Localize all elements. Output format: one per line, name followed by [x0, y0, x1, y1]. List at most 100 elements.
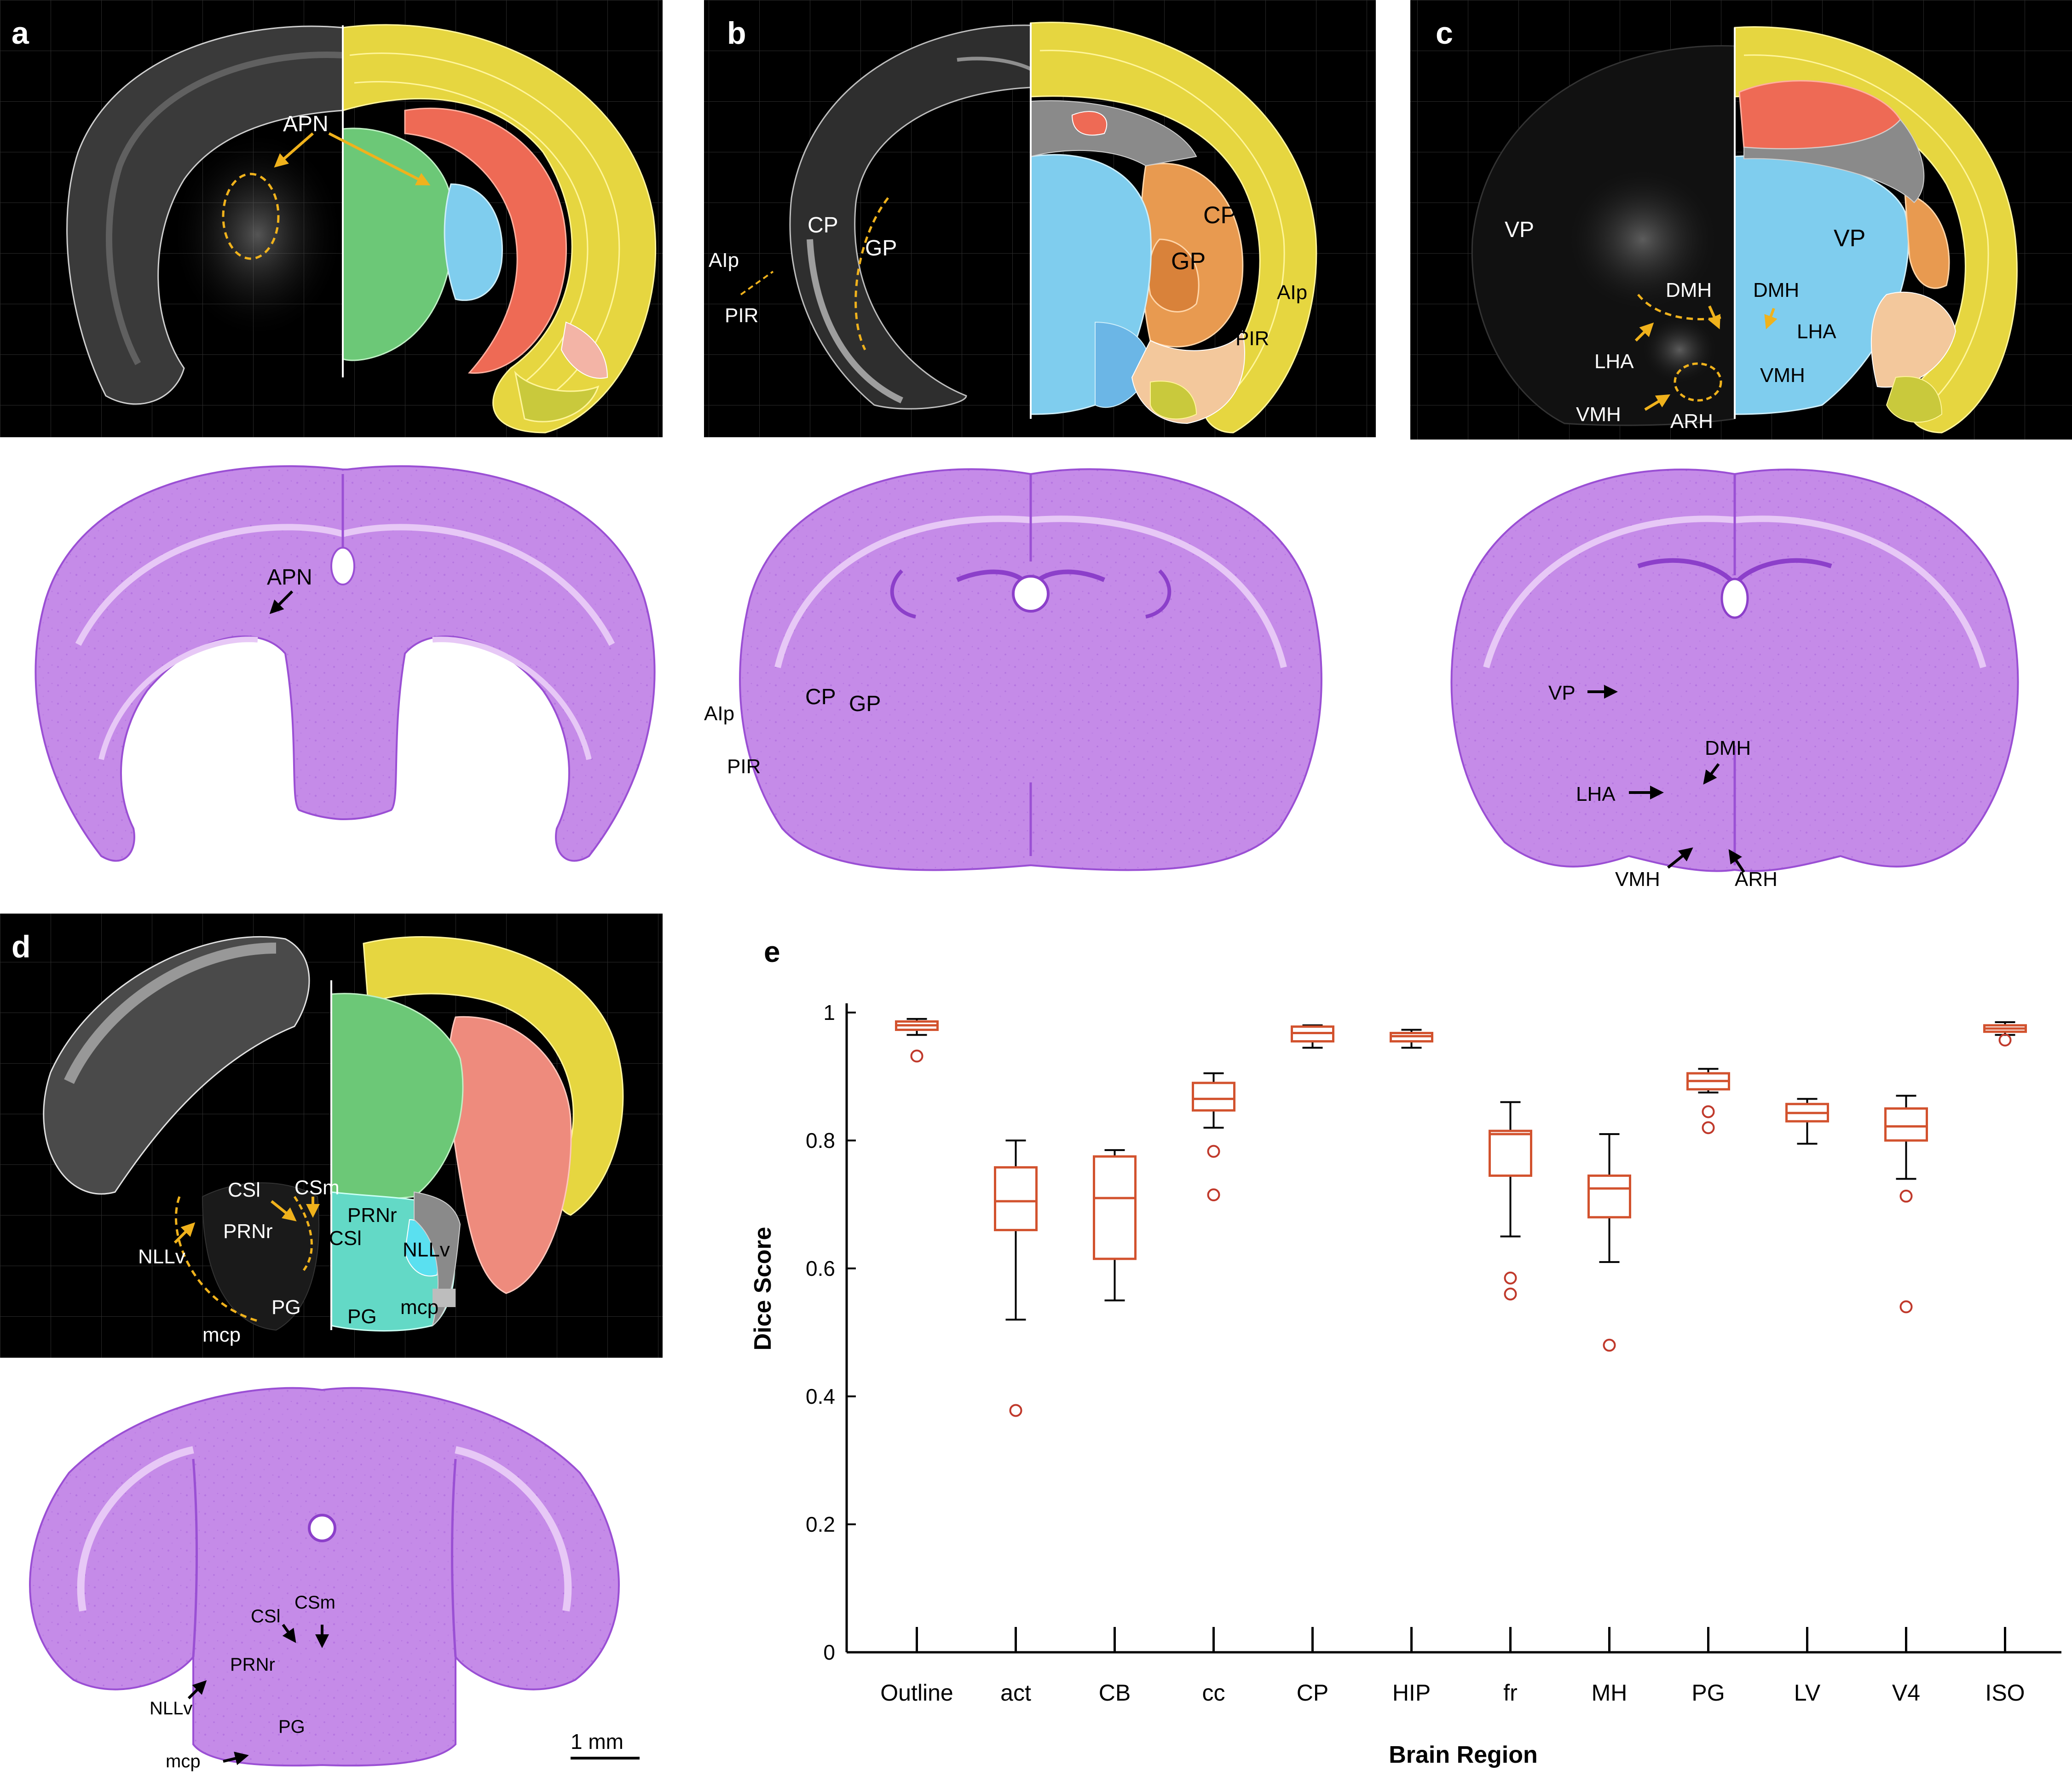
panel-b-fluorescence-half — [789, 24, 1032, 410]
panel-c-bottom-label-4: ARH — [1735, 868, 1778, 891]
chart-x-axis-label: Brain Region — [1389, 1742, 1538, 1768]
panel-d-top-label-1: CSm — [294, 1176, 340, 1199]
panel-c-top-arrow-dmh — [1708, 305, 1720, 330]
panel-d-letter: d — [12, 929, 31, 964]
panel-c-bottom-arrow-dmh — [1703, 763, 1720, 785]
panel-a-bottom-label-0: APN — [267, 565, 312, 590]
y-tick-label: 0.8 — [806, 1129, 835, 1152]
outlier-point — [1603, 1338, 1616, 1352]
x-tick-label: Outline — [880, 1680, 953, 1706]
x-tick-label: cc — [1202, 1680, 1225, 1706]
panel-d-top-arrow-nllv — [173, 1222, 196, 1244]
panel-d-bottom-label-3: NLLv — [150, 1698, 192, 1719]
panel-e-letter: e — [764, 935, 780, 968]
panel-a-nissl: APN — [35, 465, 656, 862]
outlier-point — [1899, 1189, 1913, 1203]
panel-d-top-label-9: PG — [347, 1305, 377, 1328]
box — [1489, 1129, 1532, 1177]
box — [1587, 1174, 1631, 1219]
panel-b-bottom-label-3: PIR — [727, 755, 761, 778]
panel-d-bottom-label-4: PG — [278, 1717, 305, 1737]
chart-plot-area: 0 0.2 0.4 0.6 0.8 1 Outline act CB cc CP HIP fr MH PG L… — [806, 1001, 2061, 1706]
panel-c-top-label-0: VP — [1505, 218, 1534, 242]
y-tick-label: 0.6 — [806, 1256, 835, 1280]
panel-b: b CP GP AIp PIR CP GP AIp PIR — [704, 0, 1376, 437]
x-tick-label: PG — [1691, 1680, 1725, 1706]
outlier-point — [1504, 1271, 1517, 1285]
panel-c-bottom-arrow-vmh — [1667, 847, 1693, 869]
panel-b-top-label-5: GP — [1171, 248, 1206, 275]
panel-c-bottom-arrow-arh — [1728, 849, 1745, 873]
panel-d-top-arrow-csl — [271, 1200, 297, 1221]
panel-c-top-label-7: LHA — [1797, 320, 1836, 343]
outlier-point — [1009, 1404, 1022, 1417]
panel-c-bottom-label-0: VP — [1548, 682, 1576, 704]
panel-d-top-label-0: CSl — [228, 1179, 260, 1201]
y-tick-label: 1 — [823, 1001, 835, 1025]
x-tick-label: MH — [1592, 1680, 1628, 1706]
panel-a: a APN — [0, 0, 663, 437]
panel-c-top-arrow-dmh-atlas — [1764, 307, 1778, 330]
panel-d-bottom-label-1: CSm — [294, 1592, 335, 1613]
x-tick-label: HIP — [1392, 1680, 1431, 1706]
panel-c-top-label-2: LHA — [1594, 350, 1634, 373]
outlier-point — [910, 1049, 923, 1063]
chart-y-axis-label: Dice Score — [750, 1227, 776, 1351]
outlier-point — [1207, 1145, 1220, 1158]
panel-c-top-label-5: DMH — [1753, 279, 1799, 301]
panel-d-bottom-arrow-mcp — [223, 1752, 249, 1765]
panel-d-top-label-4: PG — [271, 1296, 301, 1319]
x-tick-label: CP — [1297, 1680, 1328, 1706]
outlier-point — [1702, 1105, 1715, 1118]
outlier-point — [1899, 1300, 1913, 1314]
panel-b-top-label-0: CP — [808, 213, 838, 237]
panel-c-top-label-1: DMH — [1666, 279, 1712, 301]
panel-b-letter: b — [727, 16, 746, 51]
panel-c-atlas-fiber — [1743, 119, 1925, 203]
panel-d: d CSl CSm NLLv PRNr PG mcp PRNr CSl NLLv… — [0, 914, 663, 1358]
panel-c-bottom-label-3: VMH — [1615, 868, 1660, 891]
panel-b-top-label-2: AIp — [709, 249, 739, 272]
y-tick-label: 0.2 — [806, 1512, 835, 1536]
panel-b-top-label-1: GP — [865, 236, 897, 260]
box — [1884, 1107, 1928, 1142]
panel-d-top-label-7: CSl — [329, 1227, 362, 1250]
panel-a-top-arrow-2 — [328, 132, 431, 185]
panel-c-atlas-striatum — [1904, 192, 1950, 289]
panel-a-bottom-arrow — [269, 590, 294, 614]
panel-a-letter: a — [12, 16, 29, 51]
panel-d-top-label-5: mcp — [202, 1324, 241, 1346]
panel-d-top-label-3: PRNr — [223, 1220, 273, 1243]
panel-d-bottom-label-2: PRNr — [230, 1655, 275, 1675]
panel-c-top-arrow-lha — [1634, 322, 1654, 342]
panel-c-bottom-label-2: LHA — [1576, 783, 1616, 805]
panel-d-fluorescence-half — [43, 936, 310, 1195]
panel-d-top-label-8: NLLv — [403, 1239, 450, 1261]
panel-d-top-label-2: NLLv — [138, 1245, 185, 1268]
panel-c-bottom-label-1: DMH — [1705, 737, 1751, 759]
panel-a-atlas-midbrain-blue — [444, 183, 503, 301]
panel-c-top-label-3: VMH — [1576, 403, 1621, 426]
panel-b-top-label-6: AIp — [1277, 281, 1307, 304]
panel-d-bottom-arrow-nllv — [187, 1680, 207, 1700]
panel-c-top-label-8: VMH — [1760, 364, 1805, 387]
panel-c-vmh-outline — [1674, 362, 1722, 402]
panel-c-top-label-4: ARH — [1670, 410, 1713, 433]
panel-b-atlas-isocortex — [1030, 22, 1317, 434]
x-tick-label: V4 — [1892, 1680, 1920, 1706]
scale-bar-label: 1 mm — [571, 1730, 623, 1754]
panel-d-top-label-10: mcp — [400, 1296, 439, 1319]
panel-d-top-label-6: PRNr — [347, 1204, 397, 1227]
x-tick-label: LV — [1794, 1680, 1821, 1706]
panel-c-letter: c — [1436, 16, 1453, 51]
panel-c-top-label-6: VP — [1834, 225, 1865, 252]
x-tick-label: ISO — [1985, 1680, 2025, 1706]
panel-d-bottom-label-5: mcp — [166, 1751, 201, 1771]
panel-b-bottom-label-0: AIp — [704, 702, 734, 725]
outlier-point — [1207, 1188, 1220, 1202]
panel-d-nissl: CSl CSm PRNr NLLv PG mcp 1 mm — [29, 1387, 640, 1771]
panel-c-nissl: VP DMH LHA VMH ARH — [1450, 469, 2019, 891]
panel-d-bottom-label-0: CSl — [251, 1606, 280, 1627]
box — [1192, 1082, 1235, 1112]
